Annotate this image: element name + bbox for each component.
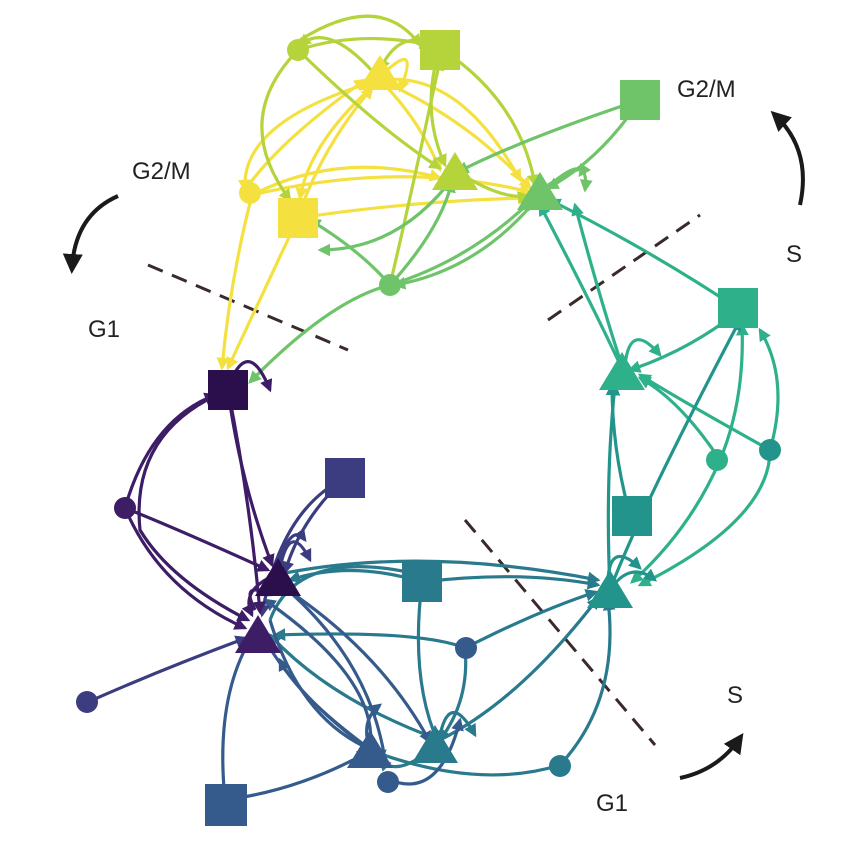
- gene-square: [402, 562, 442, 602]
- gene-square: [205, 784, 247, 826]
- gene-circle: [287, 39, 309, 61]
- phase-label-s-bottom: S: [727, 682, 744, 709]
- edges-purple: [123, 388, 276, 630]
- nodes: [76, 30, 781, 826]
- edges-lime: [260, 14, 540, 286]
- gene-triangle: [347, 730, 393, 768]
- gene-circle: [706, 449, 728, 471]
- boundary-g1-s: [463, 519, 657, 746]
- gene-circle: [759, 439, 781, 461]
- arrow-g2m-to-g1-icon: [62, 194, 119, 274]
- gene-triangle: [412, 725, 458, 763]
- gene-square: [278, 198, 318, 238]
- arrow-g1-to-s-icon: [679, 733, 744, 780]
- boundary-g2m-g1: [147, 263, 349, 352]
- boundary-s-g2m: [547, 213, 701, 322]
- gene-square: [420, 30, 460, 70]
- gene-square: [612, 496, 652, 536]
- phase-label-g2m-left: G2/M: [132, 158, 191, 185]
- gene-circle: [377, 771, 399, 793]
- phase-label-g1-left: G1: [88, 316, 121, 343]
- gene-circle: [549, 755, 571, 777]
- phase-boundaries: [147, 213, 701, 746]
- edges: [87, 14, 780, 802]
- gene-circle: [455, 637, 477, 659]
- edges-teal-light: [538, 198, 780, 587]
- arrow-s-to-g2m-icon: [770, 110, 805, 206]
- gene-triangle: [432, 152, 478, 190]
- phase-label-s-right: S: [786, 241, 803, 268]
- gene-triangle: [517, 172, 563, 210]
- gene-triangle: [587, 570, 633, 608]
- edges-green: [248, 98, 642, 384]
- gene-square: [208, 370, 248, 410]
- gene-square: [620, 80, 660, 120]
- gene-triangle: [599, 352, 645, 390]
- gene-triangle: [255, 558, 301, 596]
- gene-triangle: [235, 615, 281, 653]
- direction-arrows: [62, 110, 805, 780]
- gene-triangle: [358, 55, 402, 90]
- gene-square: [718, 288, 758, 328]
- gene-circle: [379, 274, 401, 296]
- phase-label-g1-bottom: G1: [596, 790, 629, 817]
- gene-square: [325, 458, 365, 498]
- gene-circle: [239, 182, 261, 204]
- phase-label-g2m-right: G2/M: [677, 76, 736, 103]
- gene-circle: [76, 691, 98, 713]
- gene-circle: [114, 497, 136, 519]
